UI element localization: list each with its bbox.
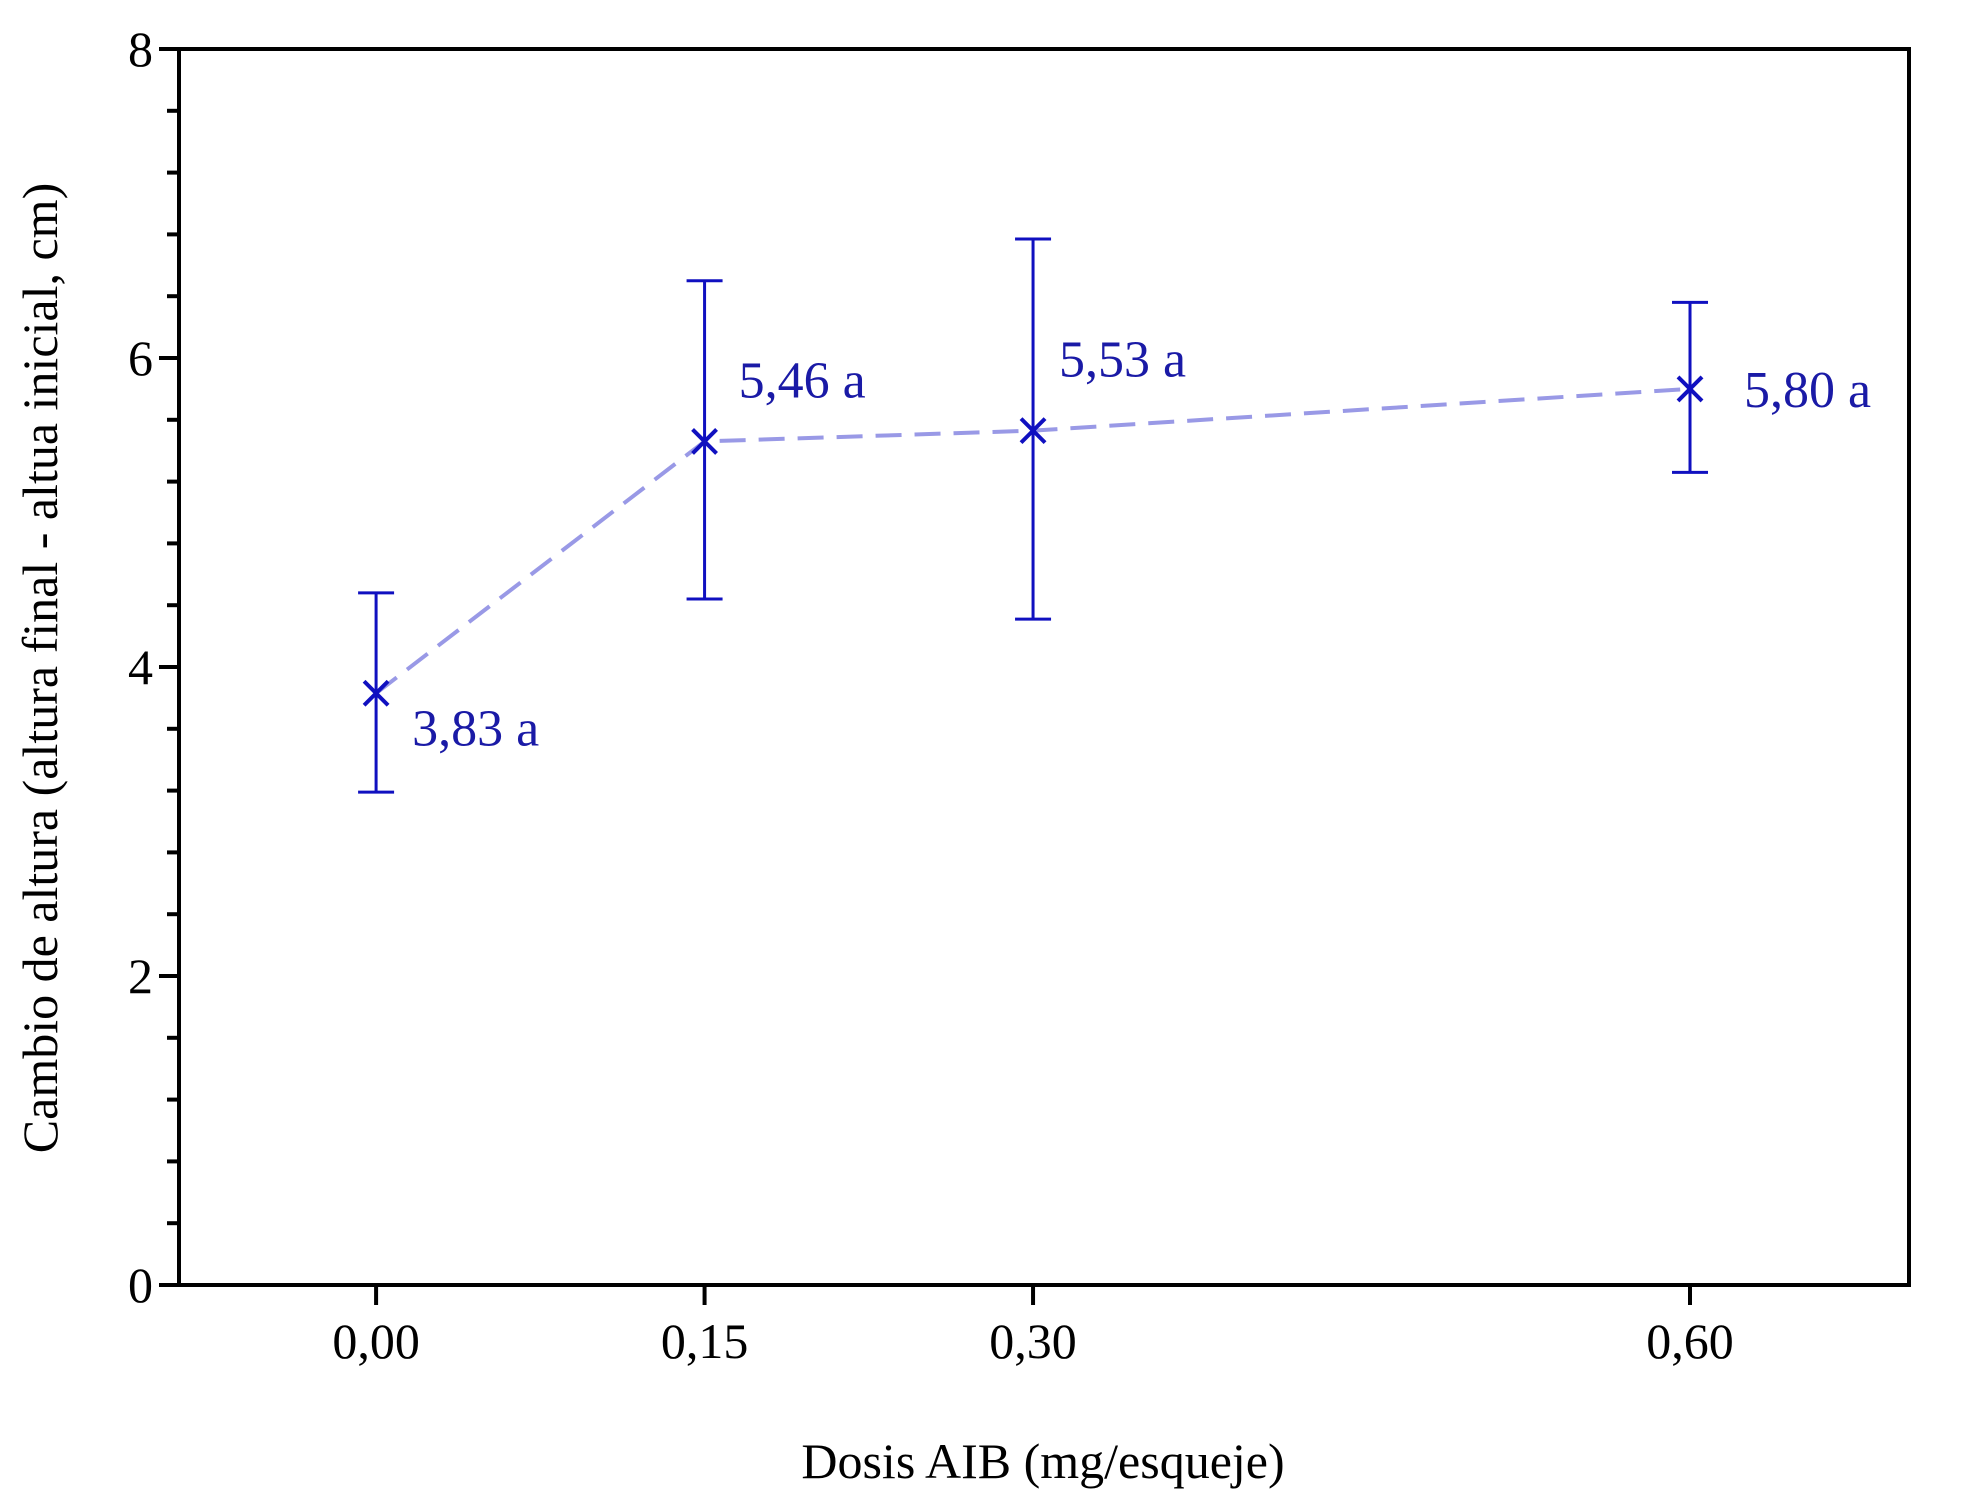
- series-polyline: [374, 386, 1691, 695]
- data-point-marker: [691, 428, 718, 455]
- y-tick-label: 6: [128, 330, 153, 386]
- x-tick-label: 0,15: [661, 1313, 749, 1369]
- point-value-label: 5,53 a: [1059, 332, 1186, 389]
- point-value-label: 5,80 a: [1744, 362, 1871, 419]
- series-line: [374, 386, 1691, 695]
- x-axis-title: Dosis AIB (mg/esqueje): [801, 1433, 1284, 1489]
- y-tick-label: 0: [128, 1257, 153, 1313]
- data-markers: [362, 375, 1704, 707]
- y-tick-label: 2: [128, 948, 153, 1004]
- y-axis-tick-labels: 0 2 4 6 8: [128, 21, 153, 1313]
- point-labels: 3,83 a 5,46 a 5,53 a 5,80 a: [412, 332, 1871, 758]
- error-bars: [358, 237, 1709, 794]
- x-tick-label: 0,00: [332, 1313, 420, 1369]
- marker-stroke: [362, 679, 390, 707]
- marker-stroke: [1019, 417, 1047, 445]
- data-point-marker: [362, 679, 390, 707]
- data-point-marker: [1676, 375, 1704, 403]
- y-tick-label: 4: [128, 639, 153, 695]
- y-axis-ticks: [159, 47, 179, 1287]
- x-tick-label: 0,60: [1646, 1313, 1734, 1369]
- x-axis-tick-labels: 0,00 0,15 0,30 0,60: [332, 1313, 1733, 1369]
- x-axis-ticks: [374, 1285, 1693, 1305]
- plot-frame: [177, 47, 1911, 1287]
- point-value-label: 5,46 a: [739, 352, 866, 409]
- data-point-marker: [1019, 417, 1047, 445]
- x-tick-label: 0,30: [989, 1313, 1077, 1369]
- marker-stroke: [1676, 375, 1704, 403]
- y-tick-label: 8: [128, 21, 153, 77]
- marker-stroke: [691, 428, 718, 455]
- point-value-label: 3,83 a: [412, 700, 539, 757]
- y-axis-title: Cambio de altura (altura final - altua i…: [12, 183, 68, 1153]
